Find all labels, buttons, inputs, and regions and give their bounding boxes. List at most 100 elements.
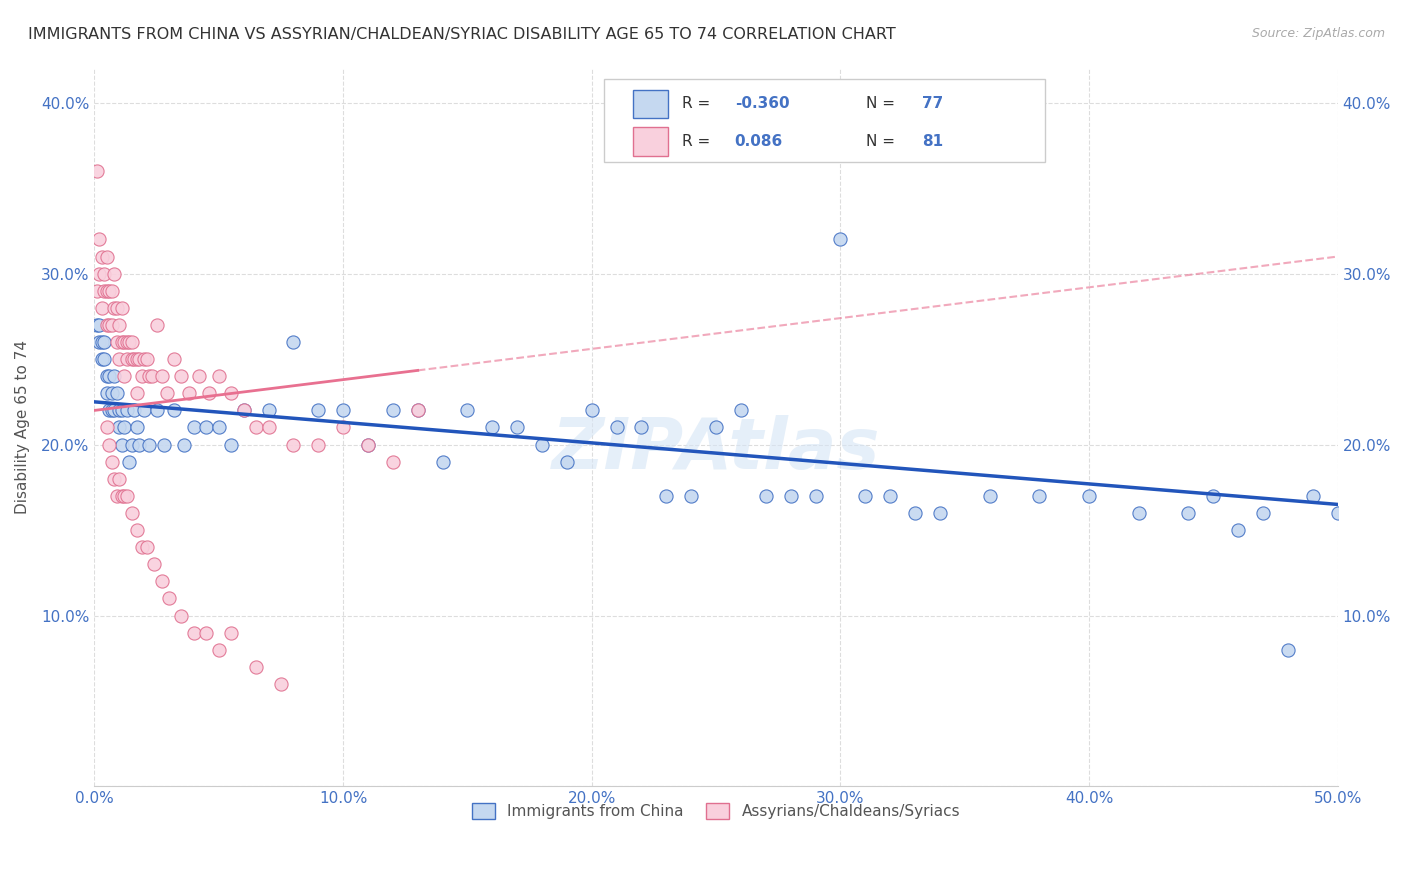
Point [219, 625, 242, 640]
Y-axis label: Disability Age 65 to 74: Disability Age 65 to 74 [15, 341, 30, 515]
Text: 77: 77 [922, 96, 943, 112]
Point [96, 284, 118, 298]
Point [108, 318, 131, 332]
Point [208, 420, 231, 434]
Point [105, 386, 128, 401]
Point [655, 489, 678, 503]
Point [98, 437, 121, 451]
Point [98, 284, 121, 298]
FancyBboxPatch shape [633, 128, 668, 156]
Point [115, 489, 138, 503]
Point [115, 334, 138, 349]
Point [122, 352, 145, 367]
Point [1028, 489, 1050, 503]
Point [90, 301, 112, 315]
Point [96, 250, 118, 264]
Point [157, 591, 180, 606]
Point [1227, 523, 1250, 537]
Point [307, 403, 329, 417]
Point [1128, 506, 1150, 520]
Point [381, 455, 404, 469]
Point [979, 489, 1001, 503]
Point [108, 420, 131, 434]
Point [406, 403, 429, 417]
Text: N =: N = [866, 134, 900, 149]
Point [103, 472, 125, 486]
Point [183, 625, 205, 640]
Point [245, 660, 267, 674]
Point [804, 489, 827, 503]
Point [606, 420, 628, 434]
Point [118, 334, 141, 349]
Point [131, 369, 153, 384]
Point [187, 369, 209, 384]
Point [111, 489, 134, 503]
Point [128, 352, 150, 367]
FancyBboxPatch shape [605, 79, 1046, 161]
Point [118, 455, 141, 469]
Point [101, 284, 124, 298]
Point [98, 369, 121, 384]
Point [121, 352, 143, 367]
Point [173, 437, 195, 451]
Point [357, 437, 380, 451]
Point [245, 420, 267, 434]
Point [105, 489, 128, 503]
Point [89, 318, 111, 332]
Point [755, 489, 778, 503]
Point [98, 403, 121, 417]
Point [170, 608, 193, 623]
Point [170, 369, 193, 384]
Point [198, 386, 221, 401]
Point [103, 301, 125, 315]
Point [89, 334, 111, 349]
Point [90, 352, 112, 367]
Point [105, 334, 128, 349]
FancyBboxPatch shape [633, 89, 668, 119]
Point [93, 352, 115, 367]
Point [555, 455, 578, 469]
Point [332, 420, 354, 434]
Point [219, 386, 242, 401]
Point [730, 403, 752, 417]
Point [93, 267, 115, 281]
Point [135, 540, 157, 554]
Point [283, 437, 305, 451]
Point [121, 437, 143, 451]
Point [112, 489, 135, 503]
Point [177, 386, 200, 401]
Point [128, 437, 150, 451]
Point [155, 386, 177, 401]
Text: Source: ZipAtlas.com: Source: ZipAtlas.com [1251, 27, 1385, 40]
Point [332, 403, 354, 417]
Text: ZIPAtlas: ZIPAtlas [551, 415, 880, 483]
Point [108, 352, 131, 367]
Point [131, 540, 153, 554]
Text: -0.360: -0.360 [735, 96, 789, 112]
Point [98, 318, 121, 332]
Point [134, 403, 156, 417]
Point [163, 403, 186, 417]
Point [103, 403, 125, 417]
Point [93, 334, 115, 349]
Point [89, 267, 111, 281]
Point [141, 369, 163, 384]
Point [630, 420, 652, 434]
Point [357, 437, 380, 451]
Point [1251, 506, 1274, 520]
Point [456, 403, 478, 417]
Point [89, 232, 111, 246]
Point [830, 232, 852, 246]
Point [1078, 489, 1101, 503]
Point [96, 318, 118, 332]
Point [1177, 506, 1199, 520]
Text: IMMIGRANTS FROM CHINA VS ASSYRIAN/CHALDEAN/SYRIAC DISABILITY AGE 65 TO 74 CORREL: IMMIGRANTS FROM CHINA VS ASSYRIAN/CHALDE… [28, 27, 896, 42]
Point [86, 284, 108, 298]
Point [96, 369, 118, 384]
Point [121, 334, 143, 349]
Text: 81: 81 [922, 134, 943, 149]
Point [90, 250, 112, 264]
Point [96, 386, 118, 401]
Point [879, 489, 901, 503]
Point [1302, 489, 1324, 503]
